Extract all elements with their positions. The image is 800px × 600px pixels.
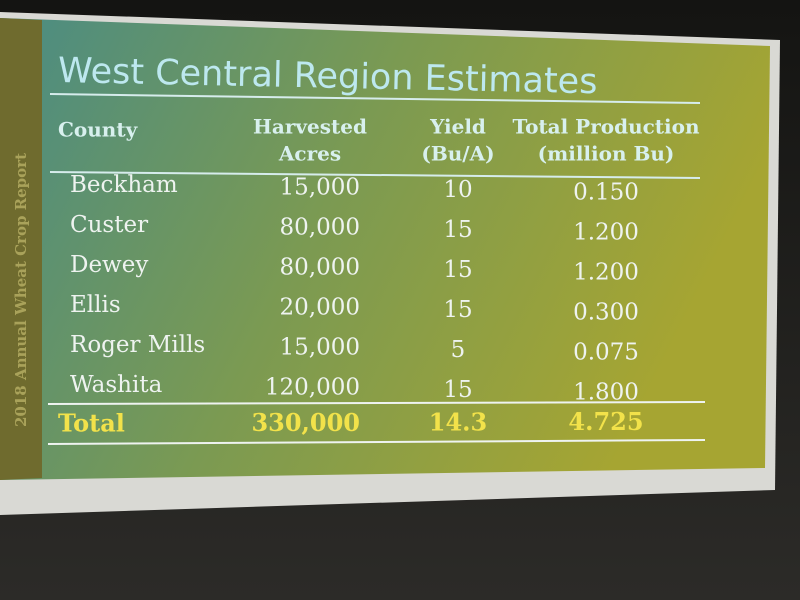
table-cell: 15 bbox=[443, 377, 472, 403]
total-cell: 330,000 bbox=[251, 408, 360, 437]
total-cell: 4.725 bbox=[568, 407, 643, 436]
title-rule bbox=[49, 93, 701, 104]
table-cell: Ellis bbox=[70, 292, 121, 318]
slide bbox=[0, 18, 770, 480]
table-cell: 15 bbox=[443, 257, 472, 283]
table-cell: 1.200 bbox=[573, 260, 639, 286]
table-cell: 10 bbox=[443, 177, 472, 203]
table-cell: 80,000 bbox=[280, 255, 360, 281]
table-cell: 120,000 bbox=[265, 375, 360, 401]
total-rule-top bbox=[47, 401, 706, 405]
column-header: Acres bbox=[278, 142, 341, 166]
table-cell: 15 bbox=[443, 217, 472, 243]
table-cell: 15,000 bbox=[280, 335, 360, 361]
table-cell: 0.075 bbox=[573, 340, 639, 366]
table-cell: Custer bbox=[70, 212, 148, 238]
table-cell: 0.150 bbox=[573, 180, 639, 206]
total-cell: 14.3 bbox=[429, 408, 487, 437]
table-cell: Roger Mills bbox=[70, 332, 205, 358]
column-header: County bbox=[58, 118, 139, 142]
column-header: Total Production bbox=[512, 115, 699, 139]
table: County Harvested Acres Yield (Bu/A) Total Pro… bbox=[58, 115, 700, 438]
table-cell: 1.800 bbox=[573, 380, 639, 406]
total-cell: Total bbox=[58, 409, 125, 438]
side-strip bbox=[0, 18, 42, 480]
table-cell: 5 bbox=[451, 337, 466, 363]
table-cell: Dewey bbox=[70, 252, 148, 278]
table-cell: 15 bbox=[443, 297, 472, 323]
table-cell: Beckham bbox=[70, 172, 178, 198]
table-cell: 0.300 bbox=[573, 300, 639, 326]
table-cell: 1.200 bbox=[573, 220, 639, 246]
table-cell: 15,000 bbox=[280, 175, 360, 201]
header-rule bbox=[49, 171, 701, 179]
table-cell: Washita bbox=[70, 372, 163, 398]
table-cell: 80,000 bbox=[280, 215, 360, 241]
column-header: Yield bbox=[429, 115, 486, 139]
total-rule-bottom bbox=[47, 439, 706, 445]
column-header: (million Bu) bbox=[538, 142, 675, 166]
column-header: (Bu/A) bbox=[421, 142, 494, 166]
side-label: 2018 Annual Wheat Crop Report bbox=[12, 153, 30, 427]
column-header: Harvested bbox=[253, 115, 367, 139]
table-cell: 20,000 bbox=[280, 295, 360, 321]
